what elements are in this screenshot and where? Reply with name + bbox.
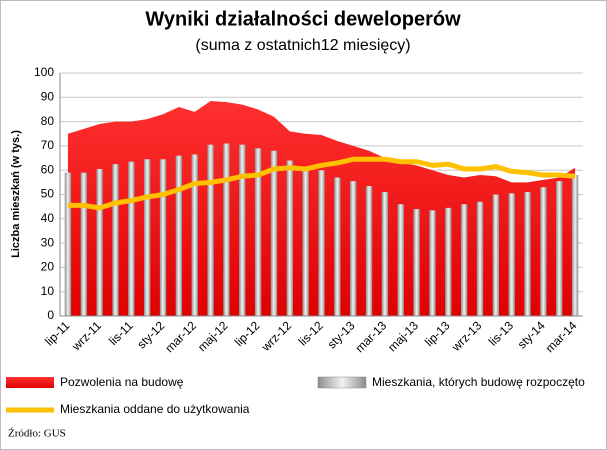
legend-swatch [317, 376, 367, 389]
bar [524, 192, 531, 316]
y-tick-label: 20 [41, 260, 55, 274]
bar [445, 207, 452, 316]
bar [254, 148, 262, 316]
y-tick-label: 70 [41, 138, 55, 152]
bar [365, 185, 373, 316]
legend-label: Pozwolenia na budowę [60, 375, 184, 389]
y-tick-label: 30 [41, 235, 55, 249]
bar [476, 201, 484, 316]
bar [207, 144, 214, 316]
y-tick-label: 10 [41, 284, 55, 298]
bar [302, 167, 309, 316]
y-tick-label: 80 [41, 114, 55, 128]
bar [460, 204, 468, 316]
bar [80, 172, 87, 316]
bar [397, 204, 404, 316]
bar [429, 210, 436, 316]
bar [159, 159, 167, 316]
bar [413, 209, 420, 316]
y-tick-label: 90 [41, 89, 55, 103]
bar [508, 193, 515, 316]
bar [286, 160, 294, 316]
bar [381, 192, 389, 316]
bar [571, 175, 579, 316]
bar [556, 181, 563, 316]
chart-title: Wyniki działalności deweloperów [145, 8, 461, 30]
bar [191, 154, 198, 316]
bar [96, 168, 103, 316]
line [67, 156, 576, 211]
y-tick-label: 40 [41, 211, 55, 225]
legend-label: Mieszkania oddane do użytkowania [60, 402, 250, 416]
bar [223, 143, 230, 316]
bar [64, 172, 72, 316]
legend-label: Mieszkania, których budowę rozpoczęto [372, 375, 585, 389]
y-tick-label: 0 [47, 308, 54, 322]
y-tick-label: 60 [41, 162, 55, 176]
bar [349, 181, 357, 316]
bar [112, 164, 119, 316]
bar [334, 177, 341, 316]
bar [270, 150, 278, 316]
bar [175, 155, 183, 316]
bar [239, 144, 246, 316]
y-axis-label: Liczba mieszkań (w tys.) [10, 130, 22, 258]
chart-subtitle: (suma z ostatnich12 miesięcy) [195, 37, 410, 54]
y-tick-label: 100 [34, 65, 54, 79]
bar [318, 170, 325, 316]
bar [540, 187, 547, 316]
bar [128, 161, 135, 316]
legend-swatch [6, 377, 54, 388]
source: Źródło: GUS [8, 428, 66, 440]
bar [492, 194, 500, 316]
y-tick-label: 50 [41, 187, 55, 201]
bar [143, 159, 151, 316]
